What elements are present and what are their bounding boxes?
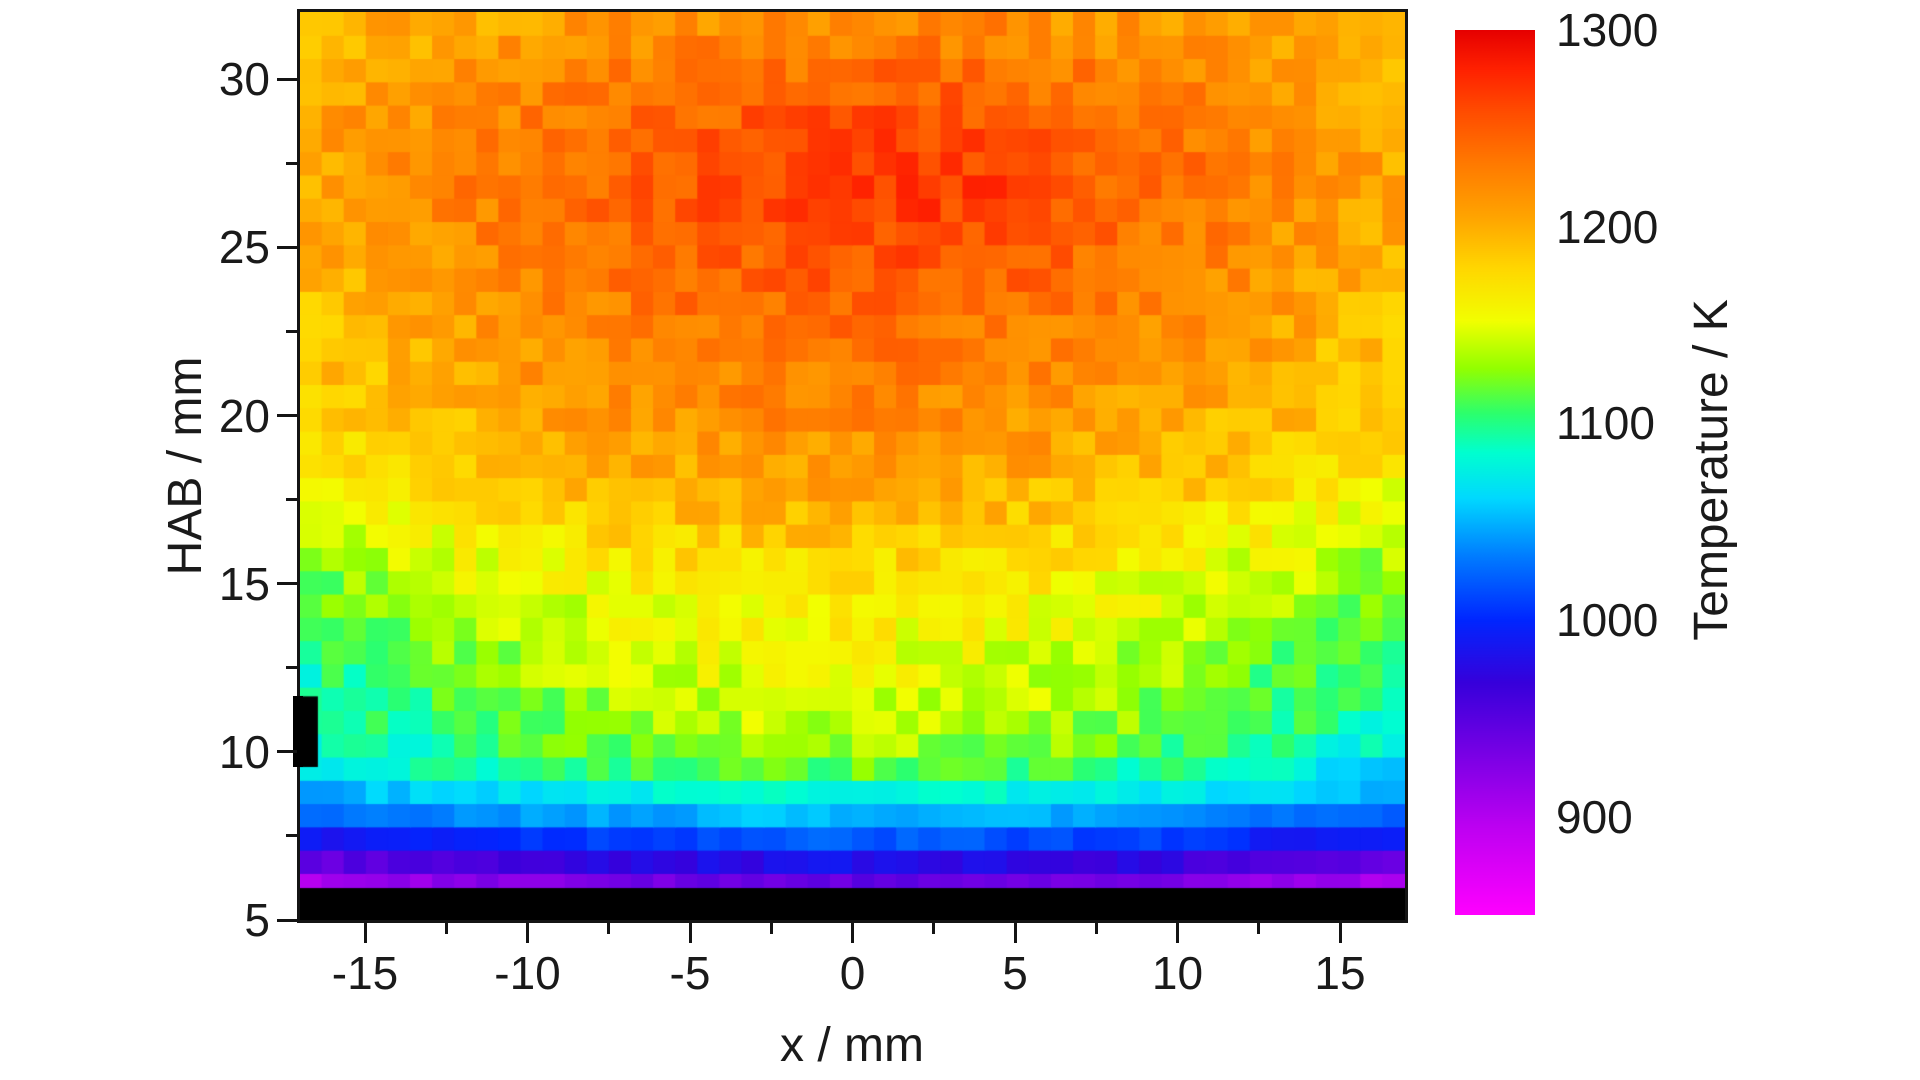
colorbar [1455,30,1535,915]
y-minor-tick [286,161,297,165]
x-minor-tick [932,923,936,934]
y-tick-label: 5 [244,894,270,946]
x-tick-label: 5 [1002,947,1028,999]
x-tick-label: -15 [331,947,399,999]
y-tick [277,582,297,586]
y-minor-tick [286,329,297,333]
x-tick [1338,923,1342,943]
x-minor-tick [607,923,611,934]
colorbar-tick-label: 1300 [1556,4,1659,56]
y-tick [277,77,297,81]
x-tick [688,923,692,943]
colorbar-tick-label: 1100 [1556,397,1655,450]
y-tick [277,414,297,418]
heatmap-canvas [300,12,1405,920]
colorbar-tick-label: 1000 [1556,594,1659,646]
x-minor-tick [1094,923,1098,934]
x-tick [526,923,529,943]
x-axis-title: x / mm [780,1019,924,1072]
x-tick [851,923,854,943]
colorbar-title: Temperature / K [1685,299,1738,641]
x-tick-label: -10 [494,947,561,999]
y-tick-label: 20 [218,389,270,442]
x-tick-label: -5 [669,947,711,999]
y-minor-tick [286,666,297,670]
colorbar-tick-label: 1200 [1556,200,1659,253]
x-minor-tick [769,923,773,934]
x-tick [363,923,367,943]
y-tick [277,918,297,922]
y-minor-tick [286,834,297,838]
y-tick-label: 10 [218,725,270,778]
y-tick-label: 25 [218,221,270,274]
x-minor-tick [1257,923,1261,934]
y-tick-label: 30 [218,53,270,106]
y-tick [277,245,297,249]
y-tick-label: 15 [218,557,270,610]
x-tick-label: 0 [839,947,866,999]
x-tick-label: 15 [1314,947,1366,999]
colorbar-tick-label: 900 [1556,790,1633,843]
x-tick [1013,923,1017,943]
x-tick [1176,923,1179,943]
y-minor-tick [286,498,297,502]
y-tick [277,750,297,754]
x-tick-label: 10 [1151,947,1204,999]
y-axis-title: HAB / mm [159,356,212,576]
probe-marker [293,696,303,767]
x-minor-tick [444,923,448,934]
